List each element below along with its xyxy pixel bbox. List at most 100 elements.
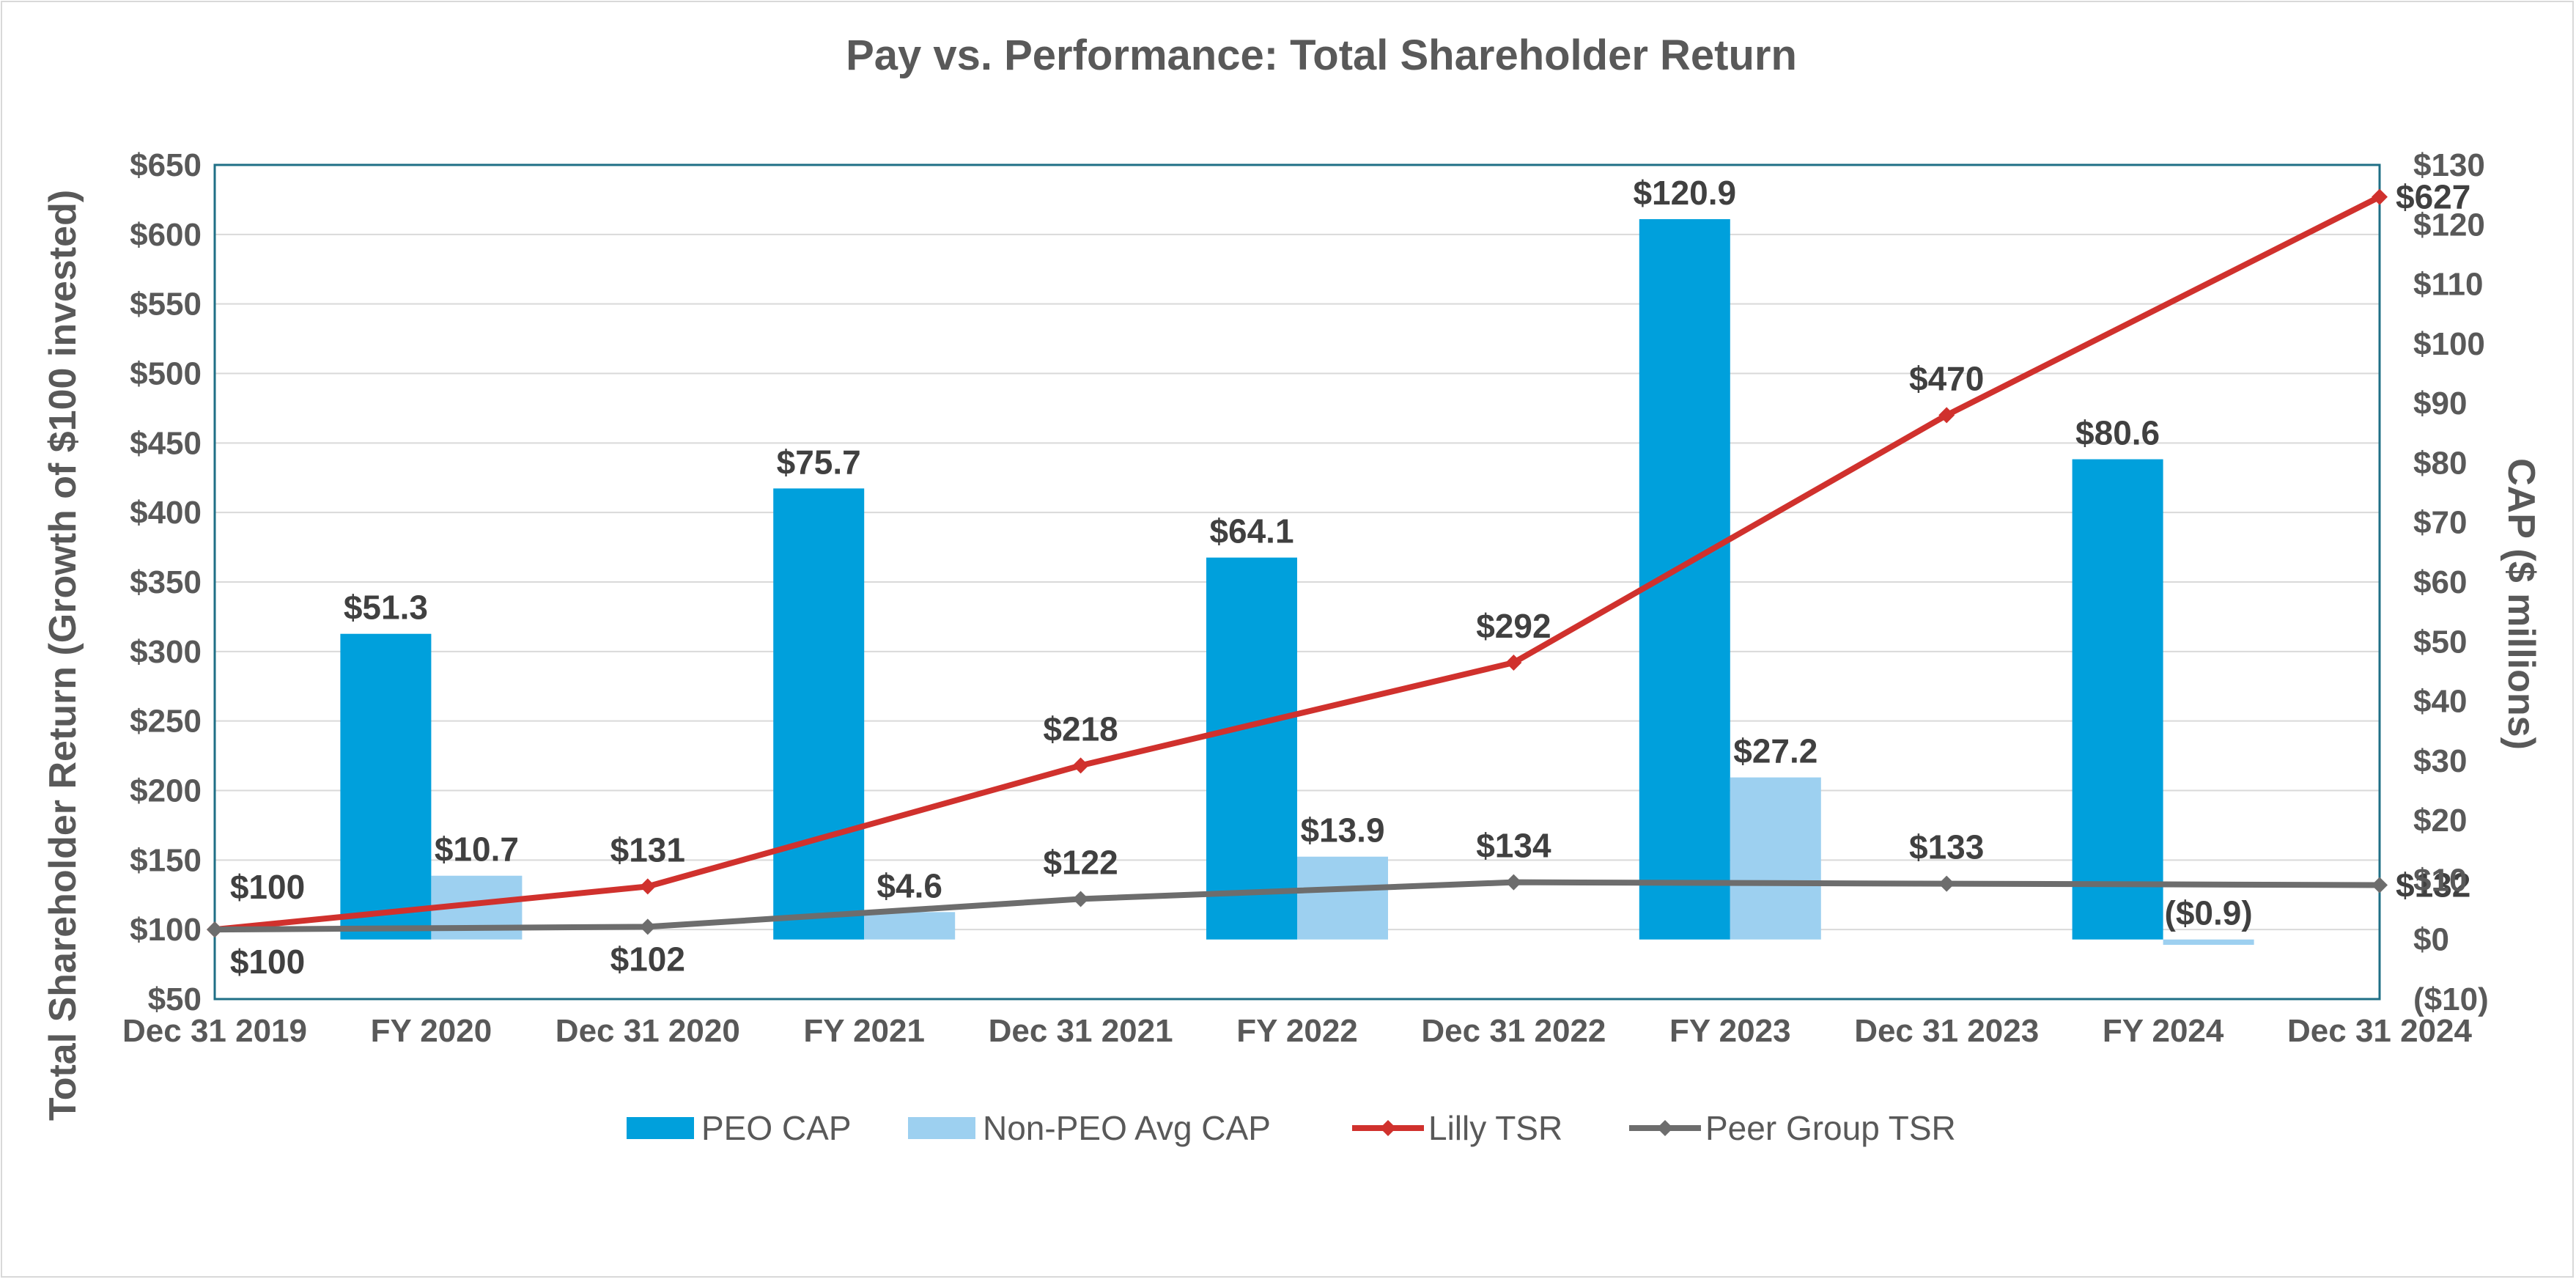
bar-peo-cap (340, 633, 432, 940)
line-data-label: $102 (610, 940, 685, 978)
bar-data-label: $75.7 (777, 443, 861, 481)
legend: PEO CAP Non-PEO Avg CAP Lilly TSR Peer Grou… (627, 1109, 1956, 1147)
bar-data-label: $27.2 (1733, 732, 1817, 770)
line-data-label: $627 (2396, 178, 2470, 216)
data-labels: $51.3 $75.7 $64.1 $120.9 $80.6 $10.7 $4.6 $13.9… (230, 174, 2471, 981)
bar-data-label: ($0.9) (2165, 894, 2253, 932)
y-right-tick-label: $20 (2413, 803, 2467, 839)
bar-non-peo-avg-cap (1297, 856, 1388, 940)
y-left-tick-label: $600 (130, 217, 202, 253)
y-left-tick-label: $500 (130, 356, 202, 392)
y-left-tick-label: $100 (130, 912, 202, 948)
legend-label: Lilly TSR (1428, 1109, 1562, 1147)
line-data-label: $133 (1909, 828, 1984, 866)
y-right-tick-label: $30 (2413, 743, 2467, 779)
y-right-tick-label: $10 (2413, 862, 2467, 898)
bar-non-peo-avg-cap (864, 912, 956, 940)
x-tick-label: FY 2021 (803, 1013, 925, 1049)
y-left-axis-title: Total Shareholder Return (Growth of $100… (42, 190, 84, 1121)
bar-data-label: $64.1 (1209, 512, 1293, 550)
y-left-tick-label: $350 (130, 564, 202, 600)
x-tick-label: FY 2024 (2103, 1013, 2224, 1049)
y-right-tick-label: $80 (2413, 445, 2467, 481)
y-right-tick-label: $70 (2413, 505, 2467, 541)
bar-non-peo-avg-cap (2163, 939, 2254, 946)
y-left-tick-label: $650 (130, 147, 202, 183)
x-tick-label: Dec 31 2022 (1421, 1013, 1606, 1049)
series-marker (1938, 875, 1955, 892)
y-right-tick-label: $130 (2413, 147, 2485, 183)
x-tick-label: FY 2020 (371, 1013, 492, 1049)
series-marker (2372, 877, 2388, 894)
line-data-label: $100 (230, 943, 305, 981)
legend-label: Peer Group TSR (1705, 1109, 1956, 1147)
series-marker (1072, 891, 1089, 907)
series-marker (1072, 757, 1089, 774)
series-marker (207, 921, 223, 938)
legend-label: Non-PEO Avg CAP (983, 1109, 1271, 1147)
bar-peo-cap (1206, 557, 1297, 940)
bar-peo-cap (2072, 459, 2163, 940)
line-data-label: $100 (230, 868, 305, 906)
y-left-tick-label: $150 (130, 842, 202, 878)
bar-data-label: $10.7 (435, 830, 519, 869)
bar-data-label: $13.9 (1300, 811, 1384, 850)
bar-data-label: $4.6 (876, 866, 942, 905)
y-right-tick-label: $40 (2413, 684, 2467, 720)
y-right-tick-label: $110 (2413, 267, 2483, 303)
line-data-label: $470 (1909, 359, 1984, 397)
y-left-tick-label: $200 (130, 773, 202, 809)
y-right-tick-label: ($10) (2413, 981, 2489, 1017)
y-right-tick-label: $0 (2413, 922, 2449, 958)
x-tick-label: Dec 31 2019 (122, 1013, 307, 1049)
bar-data-label: $120.9 (1633, 174, 1736, 212)
chart-title: Pay vs. Performance: Total Shareholder R… (846, 32, 1797, 79)
line-data-label: $292 (1476, 607, 1551, 645)
axis-ticks: $50 $100 $150 $200 $250 $300 $350 $400 $450 $500 $… (122, 147, 2489, 1049)
series-marker (639, 878, 656, 895)
lines (207, 188, 2388, 938)
bar-non-peo-avg-cap (1730, 777, 1821, 940)
x-tick-label: Dec 31 2024 (2287, 1013, 2473, 1049)
bar-peo-cap (773, 488, 865, 940)
series-marker (1505, 655, 1522, 671)
y-right-tick-label: $120 (2413, 207, 2485, 243)
y-right-tick-label: $90 (2413, 386, 2467, 421)
y-left-tick-label: $250 (130, 704, 202, 740)
bar-peo-cap (1639, 218, 1730, 940)
x-tick-label: Dec 31 2020 (556, 1013, 740, 1049)
x-tick-label: FY 2022 (1236, 1013, 1358, 1049)
legend-marker (1657, 1120, 1673, 1136)
legend-marker (1380, 1120, 1396, 1136)
y-left-tick-label: $50 (148, 981, 202, 1017)
x-tick-label: FY 2023 (1669, 1013, 1791, 1049)
plot-area-border (213, 163, 2381, 1001)
x-tick-label: Dec 31 2023 (1854, 1013, 2039, 1049)
legend-swatch (627, 1117, 694, 1139)
legend-swatch (908, 1117, 975, 1139)
y-left-tick-label: $400 (130, 495, 202, 531)
line-data-label: $218 (1043, 710, 1118, 748)
bars (340, 218, 2254, 946)
y-left-tick-label: $550 (130, 287, 202, 323)
y-right-tick-label: $50 (2413, 624, 2467, 660)
line-data-label: $132 (2396, 866, 2470, 904)
y-right-tick-label: $100 (2413, 326, 2485, 362)
legend-label: PEO CAP (701, 1109, 852, 1147)
x-tick-label: Dec 31 2021 (989, 1013, 1173, 1049)
series-marker (1505, 874, 1522, 891)
y-right-tick-label: $60 (2413, 564, 2467, 600)
series-line-peer-group-tsr (214, 879, 2380, 933)
series-marker (2372, 188, 2388, 205)
line-data-label: $131 (610, 830, 685, 869)
y-left-tick-label: $450 (130, 425, 202, 461)
series-marker (1938, 407, 1955, 424)
series-line-lilly-tsr (214, 194, 2381, 933)
y-left-tick-label: $300 (130, 634, 202, 670)
y-right-axis-title: CAP ($ millions) (2500, 458, 2542, 750)
line-data-label: $134 (1476, 827, 1551, 865)
line-data-label: $122 (1043, 843, 1118, 881)
bar-data-label: $80.6 (2075, 414, 2160, 452)
